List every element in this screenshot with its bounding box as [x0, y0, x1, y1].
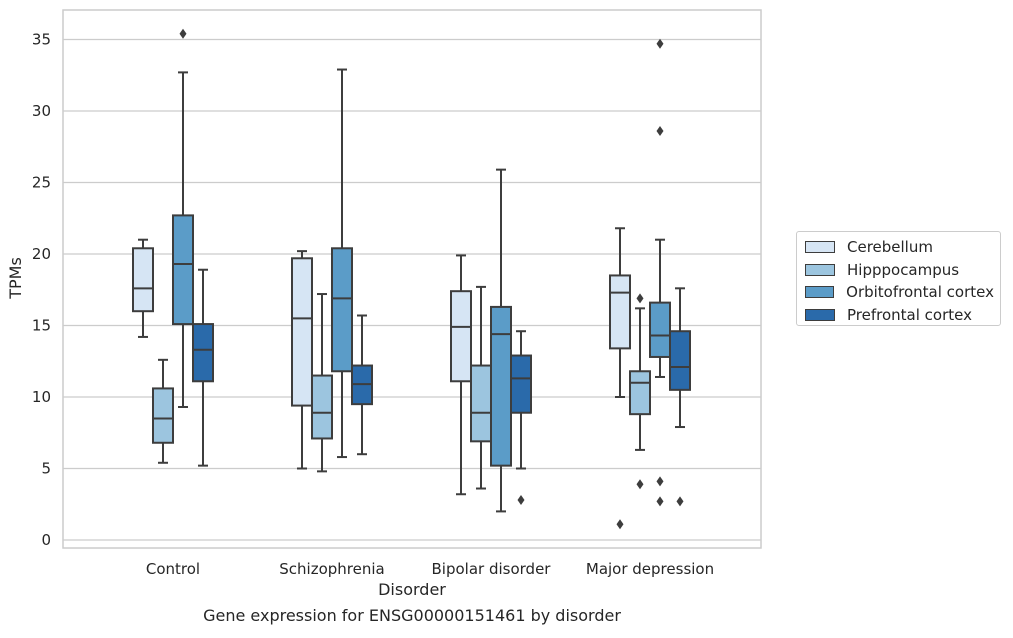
outlier-point — [656, 38, 664, 49]
box-prefrontal-cortex — [510, 330, 532, 505]
outlier-point — [179, 28, 187, 39]
iqr-box — [132, 247, 154, 313]
iqr-box — [450, 290, 472, 383]
box-prefrontal-cortex — [351, 314, 373, 456]
outlier-point — [517, 494, 525, 505]
y-tick-label: 5 — [41, 460, 51, 478]
legend-label: Hipppocampus — [847, 260, 960, 279]
outlier-point — [616, 519, 624, 530]
iqr-box — [152, 387, 174, 444]
legend-item: Orbitofrontal cortex — [803, 281, 994, 304]
iqr-box — [629, 370, 651, 416]
outlier-point — [656, 126, 664, 137]
iqr-box — [291, 257, 313, 407]
figure-caption: Gene expression for ENSG00000151461 by d… — [203, 606, 621, 625]
x-axis-label: Disorder — [378, 580, 446, 599]
box-hipppocampus — [470, 285, 492, 490]
iqr-box — [311, 374, 333, 440]
plot-frame — [62, 9, 762, 549]
iqr-box — [470, 364, 492, 443]
legend-swatch — [805, 263, 835, 276]
y-tick-label: 15 — [32, 317, 51, 335]
y-tick-label: 0 — [41, 531, 51, 549]
legend: Cerebellum Hipppocampus Orbitofrontal cort… — [796, 231, 1001, 326]
box-prefrontal-cortex — [669, 287, 691, 507]
y-tick-label: 25 — [32, 174, 51, 192]
box-prefrontal-cortex — [192, 268, 214, 467]
legend-swatch — [805, 308, 835, 321]
box-hipppocampus — [311, 293, 333, 473]
iqr-box — [669, 330, 691, 391]
x-tick-label: Major depression — [586, 560, 714, 578]
x-tick-label: Schizophrenia — [279, 560, 384, 578]
x-tick-labels: Control Schizophrenia Bipolar disorder Majo… — [146, 560, 714, 578]
legend-swatch — [805, 241, 835, 254]
iqr-box — [649, 301, 671, 358]
box-cerebellum — [450, 254, 472, 496]
legend-label: Cerebellum — [847, 238, 933, 257]
outlier-point — [656, 476, 664, 487]
box-cerebellum — [291, 250, 313, 470]
box-orbitofrontal-cortex — [649, 38, 671, 507]
y-tick-labels: 0 5 10 15 20 25 30 35 — [32, 31, 51, 550]
iqr-box — [172, 214, 194, 326]
outlier-point — [636, 293, 644, 304]
iqr-box — [609, 274, 631, 350]
iqr-box — [192, 323, 214, 383]
y-tick-label: 20 — [32, 245, 51, 263]
outlier-point — [636, 479, 644, 490]
iqr-box — [490, 305, 512, 467]
x-tick-label: Control — [146, 560, 200, 578]
grid-layer — [63, 38, 761, 541]
x-tick-label: Bipolar disorder — [432, 560, 552, 578]
legend-item: Hipppocampus — [803, 259, 994, 282]
legend-item: Cerebellum — [803, 236, 994, 259]
y-tick-label: 30 — [32, 102, 51, 120]
legend-label: Prefrontal cortex — [847, 305, 972, 324]
iqr-box — [331, 247, 353, 373]
box-cerebellum — [609, 227, 631, 530]
legend-swatch — [805, 286, 835, 299]
iqr-box — [510, 354, 532, 414]
box-layer — [132, 28, 691, 530]
y-axis-label: TPMs — [6, 257, 25, 300]
legend-item: Prefrontal cortex — [803, 304, 994, 327]
box-orbitofrontal-cortex — [331, 68, 353, 459]
outlier-point — [656, 496, 664, 507]
legend-label: Orbitofrontal cortex — [846, 283, 994, 302]
box-hipppocampus — [152, 358, 174, 464]
outlier-point — [676, 496, 684, 507]
box-orbitofrontal-cortex — [172, 28, 194, 409]
box-orbitofrontal-cortex — [490, 168, 512, 513]
box-cerebellum — [132, 238, 154, 338]
y-tick-label: 35 — [32, 31, 51, 49]
y-tick-label: 10 — [32, 388, 51, 406]
box-hipppocampus — [629, 293, 651, 490]
